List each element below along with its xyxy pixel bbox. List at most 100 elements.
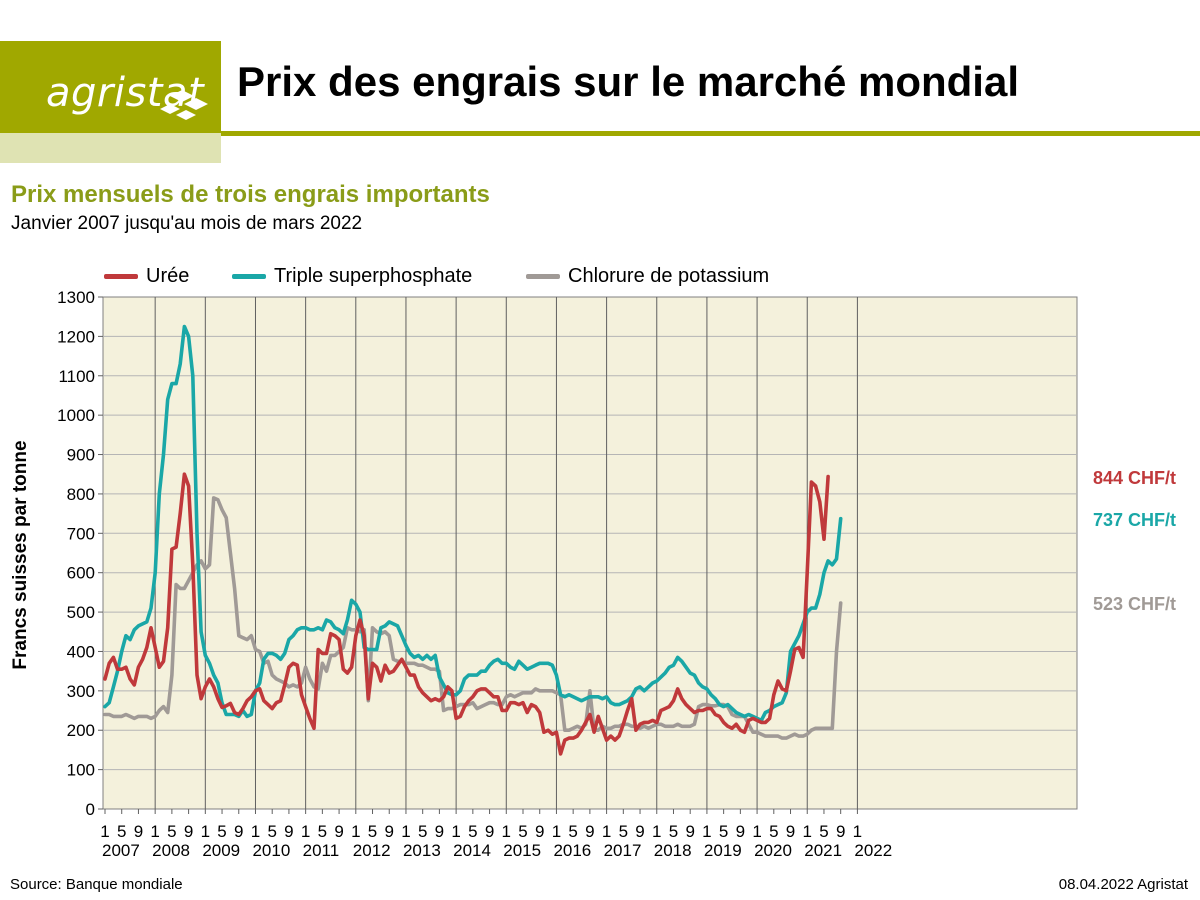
legend-label-potassium: Chlorure de potassium (568, 264, 770, 287)
x-tick-label: 5 (619, 822, 628, 841)
legend-label-tsp: Triple superphosphate (274, 264, 473, 287)
x-tick-label: 1 (602, 822, 611, 841)
year-label: 2017 (604, 841, 642, 860)
year-label: 2013 (403, 841, 441, 860)
y-tick-label: 1000 (57, 406, 95, 425)
x-tick-label: 9 (685, 822, 694, 841)
x-tick-label: 5 (117, 822, 126, 841)
y-tick-label: 600 (67, 564, 95, 583)
year-label: 2016 (553, 841, 591, 860)
year-label: 2021 (804, 841, 842, 860)
x-tick-label: 5 (368, 822, 377, 841)
page-title: Prix des engrais sur le marché mondial (237, 58, 1019, 105)
chart-title: Prix mensuels de trois engrais important… (11, 181, 490, 208)
series-line-tsp (103, 324, 843, 723)
legend-item-uree: Urée (104, 264, 189, 288)
year-label: 2022 (854, 841, 892, 860)
year-label: 2018 (654, 841, 692, 860)
end-label-tsp: 737 CHF/t (1093, 510, 1177, 530)
x-tick-label: 9 (585, 822, 594, 841)
legend-swatch-potassium (526, 273, 560, 279)
x-tick-label: 9 (635, 822, 644, 841)
x-tick-label: 9 (134, 822, 143, 841)
y-tick-label: 500 (67, 603, 95, 622)
x-tick-label: 1 (652, 822, 661, 841)
x-tick-label: 1 (351, 822, 360, 841)
x-tick-label: 9 (736, 822, 745, 841)
x-tick-label: 1 (301, 822, 310, 841)
year-label: 2019 (704, 841, 742, 860)
legend-swatch-tsp (232, 273, 266, 279)
chart-subtitle: Janvier 2007 jusqu'au mois de mars 2022 (11, 213, 363, 234)
year-label: 2012 (353, 841, 391, 860)
end-label-uree: 844 CHF/t (1093, 468, 1177, 488)
x-tick-label: 1 (853, 822, 862, 841)
agristat-logo-icon (160, 90, 208, 120)
end-label-potassium: 523 CHF/t (1093, 594, 1177, 614)
y-tick-label: 900 (67, 446, 95, 465)
logo-underbar (0, 133, 221, 163)
legend-item-potassium: Chlorure de potassium (526, 264, 769, 288)
source-note: Source: Banque mondiale (10, 876, 183, 893)
x-tick-label: 5 (568, 822, 577, 841)
legend-label-uree: Urée (146, 264, 190, 287)
y-tick-label: 0 (86, 800, 95, 819)
series-line-uree (103, 472, 830, 756)
year-label: 2011 (303, 841, 340, 860)
x-tick-label: 1 (100, 822, 109, 841)
x-tick-label: 5 (468, 822, 477, 841)
x-tick-label: 9 (485, 822, 494, 841)
x-tick-label: 5 (819, 822, 828, 841)
date-credit: 08.04.2022 Agristat (1058, 876, 1188, 893)
x-tick-label: 9 (334, 822, 343, 841)
x-tick-label: 5 (167, 822, 176, 841)
x-tick-label: 1 (702, 822, 711, 841)
year-label: 2009 (202, 841, 240, 860)
y-tick-label: 800 (67, 485, 95, 504)
x-tick-label: 9 (435, 822, 444, 841)
x-tick-label: 9 (385, 822, 394, 841)
y-tick-label: 200 (67, 721, 95, 740)
y-tick-label: 700 (67, 524, 95, 543)
x-tick-label: 5 (318, 822, 327, 841)
year-label: 2015 (503, 841, 541, 860)
x-tick-label: 1 (752, 822, 761, 841)
x-tick-label: 1 (502, 822, 511, 841)
header-rule (221, 131, 1200, 136)
x-tick-label: 5 (769, 822, 778, 841)
x-tick-label: 9 (786, 822, 795, 841)
x-tick-label: 5 (518, 822, 527, 841)
x-tick-label: 5 (217, 822, 226, 841)
y-tick-label: 300 (67, 682, 95, 701)
y-tick-label: 400 (67, 642, 95, 661)
year-label: 2007 (102, 841, 140, 860)
year-label: 2008 (152, 841, 190, 860)
x-tick-label: 5 (719, 822, 728, 841)
x-tick-label: 1 (552, 822, 561, 841)
year-label: 2020 (754, 841, 792, 860)
plot-area (102, 296, 1078, 810)
x-tick-label: 9 (234, 822, 243, 841)
x-tick-label: 1 (401, 822, 410, 841)
x-tick-label: 9 (184, 822, 193, 841)
x-tick-label: 9 (535, 822, 544, 841)
y-tick-label: 1300 (57, 288, 95, 307)
x-tick-label: 1 (803, 822, 812, 841)
x-tick-label: 9 (836, 822, 845, 841)
legend-item-tsp: Triple superphosphate (232, 264, 472, 288)
x-tick-label: 5 (418, 822, 427, 841)
y-tick-label: 100 (67, 761, 95, 780)
legend-swatch-uree (104, 273, 138, 279)
x-tick-label: 1 (201, 822, 210, 841)
x-tick-label: 9 (284, 822, 293, 841)
year-label: 2014 (453, 841, 491, 860)
year-label: 2010 (252, 841, 290, 860)
x-tick-label: 1 (251, 822, 260, 841)
x-tick-label: 1 (451, 822, 460, 841)
y-tick-label: 1200 (57, 327, 95, 346)
x-tick-label: 5 (267, 822, 276, 841)
x-tick-label: 1 (150, 822, 159, 841)
y-tick-label: 1100 (58, 367, 95, 386)
x-tick-label: 5 (669, 822, 678, 841)
